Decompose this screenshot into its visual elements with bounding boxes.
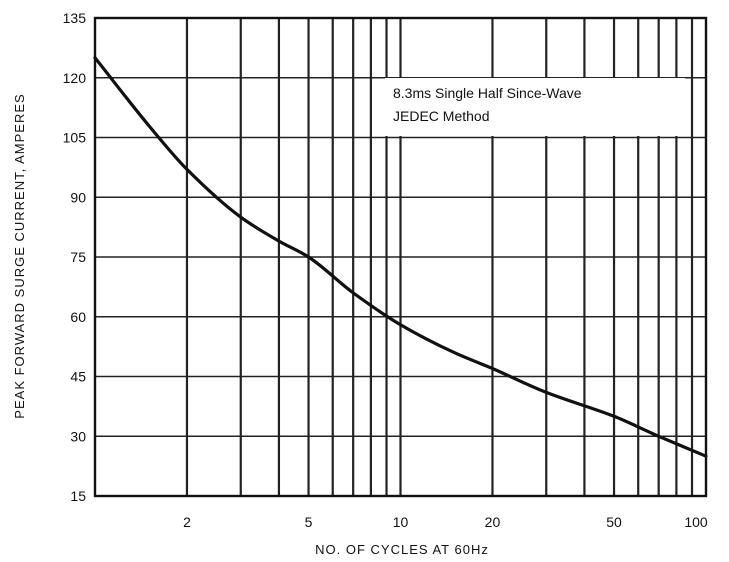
- plot-frame: [93, 16, 708, 498]
- x-tick-label: 5: [305, 514, 313, 530]
- x-tick-label: 2: [183, 514, 191, 530]
- x-tick-label: 20: [485, 514, 501, 530]
- y-tick-label: 30: [70, 428, 86, 444]
- surge-current-curve: [93, 56, 708, 458]
- plot-border: [93, 16, 708, 498]
- annotation-line-2: JEDEC Method: [393, 108, 489, 124]
- x-tick-label: 100: [684, 514, 708, 530]
- y-tick-label: 105: [63, 130, 87, 146]
- x-tick-labels: 2 5 10 20 50 100: [183, 514, 708, 530]
- y-tick-label: 135: [63, 10, 87, 26]
- y-tick-label: 60: [70, 309, 86, 325]
- y-tick-labels: 15 30 45 60 75 90 105 120 135: [63, 10, 87, 504]
- series-layer: [93, 56, 708, 458]
- x-axis-label: NO. OF CYCLES AT 60Hz: [315, 542, 489, 557]
- x-tick-label: 50: [606, 514, 622, 530]
- y-tick-label: 90: [70, 189, 86, 205]
- annotation-line-1: 8.3ms Single Half Since-Wave: [393, 85, 582, 101]
- y-tick-label: 75: [70, 249, 86, 265]
- y-axis-label: PEAK FORWARD SURGE CURRENT, AMPERES: [12, 93, 27, 418]
- y-tick-label: 45: [70, 369, 86, 385]
- x-tick-label: 10: [393, 514, 409, 530]
- y-tick-label: 120: [63, 70, 87, 86]
- annotation-box: [385, 78, 685, 136]
- y-tick-label: 15: [70, 488, 86, 504]
